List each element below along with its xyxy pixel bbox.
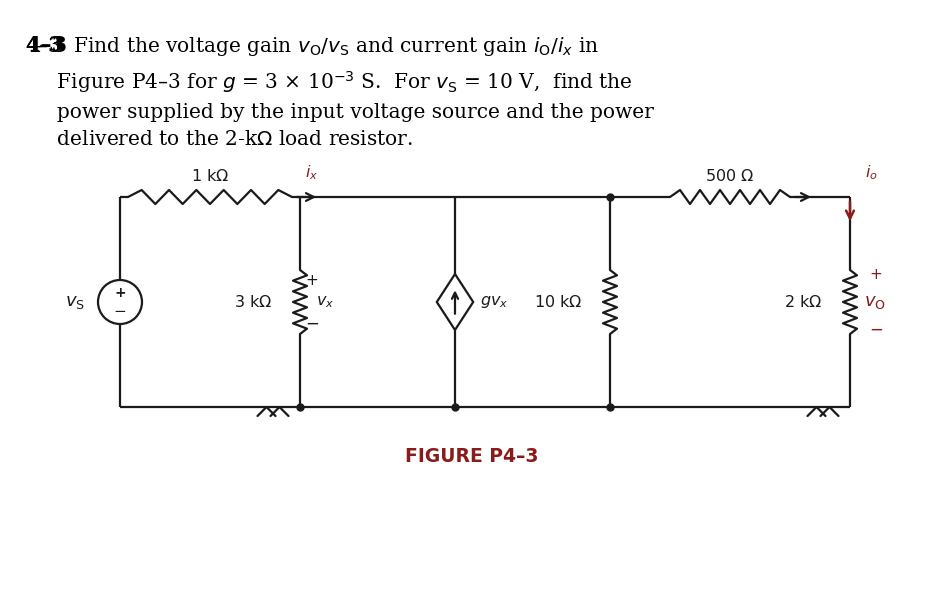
Text: −: − bbox=[869, 321, 883, 339]
Text: +: + bbox=[305, 273, 318, 288]
Text: −: − bbox=[113, 304, 126, 319]
Text: FIGURE P4–3: FIGURE P4–3 bbox=[405, 447, 538, 467]
Text: 3 k$\Omega$: 3 k$\Omega$ bbox=[234, 294, 272, 310]
Text: $i_x$: $i_x$ bbox=[305, 163, 318, 182]
Text: $v_\mathsf{S}$: $v_\mathsf{S}$ bbox=[65, 293, 85, 311]
Text: $v_\mathsf{O}$: $v_\mathsf{O}$ bbox=[864, 293, 885, 311]
Text: 1 k$\Omega$: 1 k$\Omega$ bbox=[190, 168, 229, 184]
Text: $gv_x$: $gv_x$ bbox=[480, 294, 508, 310]
Text: $i_o$: $i_o$ bbox=[865, 163, 878, 182]
Text: +: + bbox=[869, 266, 883, 282]
Text: 4–3: 4–3 bbox=[25, 35, 63, 55]
Text: 4–3  Find the voltage gain $v_\mathrm{O}/v_\mathrm{S}$ and current gain $i_\math: 4–3 Find the voltage gain $v_\mathrm{O}/… bbox=[25, 35, 653, 149]
Text: +: + bbox=[114, 286, 125, 300]
Text: $v_x$: $v_x$ bbox=[316, 294, 334, 310]
Text: 500 $\Omega$: 500 $\Omega$ bbox=[705, 168, 754, 184]
Text: −: − bbox=[305, 315, 319, 333]
Text: 4–3: 4–3 bbox=[25, 35, 67, 57]
Text: 10 k$\Omega$: 10 k$\Omega$ bbox=[534, 294, 582, 310]
Text: 2 k$\Omega$: 2 k$\Omega$ bbox=[784, 294, 822, 310]
